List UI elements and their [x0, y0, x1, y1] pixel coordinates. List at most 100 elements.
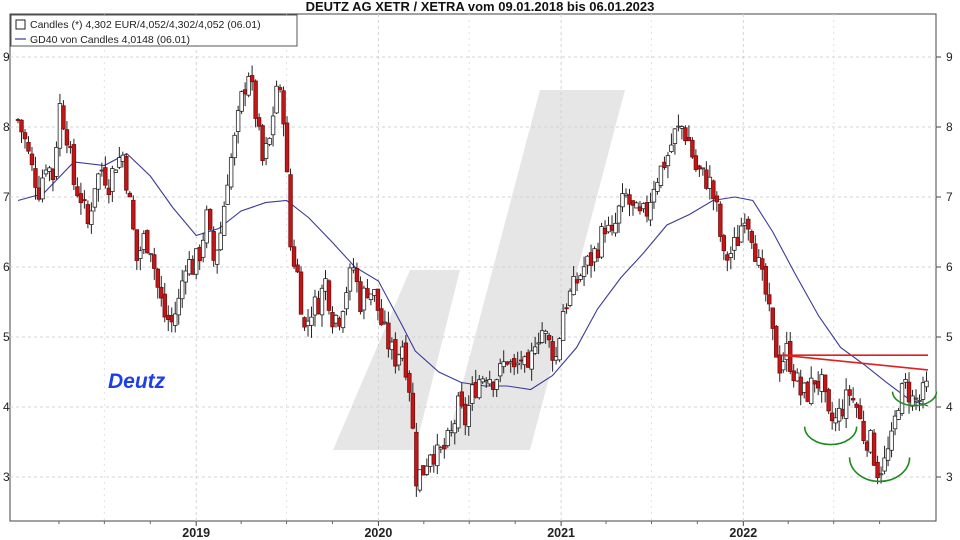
grid-lines: [10, 14, 936, 521]
candle-body-up: [480, 378, 485, 383]
candle: [228, 153, 234, 190]
candle-body-down: [777, 354, 782, 374]
candle: [214, 249, 220, 274]
candle-body-up: [57, 103, 63, 149]
candle: [200, 232, 206, 263]
candle-body-up: [494, 379, 499, 390]
candle-body-up: [424, 465, 430, 475]
candle: [822, 374, 828, 403]
candle: [634, 201, 639, 209]
candle: [190, 255, 195, 275]
candle: [43, 164, 49, 177]
candle-body-down: [861, 420, 866, 441]
candle: [358, 276, 363, 315]
candle-body-down: [33, 168, 38, 188]
candle-body-up: [742, 222, 748, 226]
candle: [260, 124, 265, 166]
candle-body-down: [295, 264, 300, 273]
candle: [767, 282, 772, 312]
candle: [166, 305, 171, 332]
candle-body-up: [739, 225, 744, 243]
candle: [892, 410, 898, 436]
candle: [802, 382, 807, 399]
candle: [882, 445, 887, 475]
candle-body-up: [221, 205, 227, 236]
candle: [651, 180, 657, 209]
candle-body-up: [187, 259, 192, 275]
candle: [672, 128, 678, 155]
candle-body-up: [487, 379, 492, 385]
candle: [665, 152, 671, 179]
candle-body-up: [141, 233, 146, 250]
candle: [574, 272, 580, 292]
candle-body-down: [609, 224, 615, 231]
candle-body-down: [798, 376, 803, 396]
candle-body-up: [452, 423, 457, 434]
candle: [50, 168, 56, 192]
candle: [735, 224, 741, 246]
candle: [718, 201, 723, 242]
candle-body-up: [623, 193, 629, 197]
candle: [407, 370, 412, 402]
candle: [616, 204, 622, 233]
candle-body-up: [361, 287, 367, 311]
x-axis: 2019 2020 2021 2022: [58, 521, 881, 540]
candle: [763, 263, 768, 302]
candle: [721, 233, 727, 261]
legend: Candles (*) 4,302 EUR/4,052/4,302/4,052 …: [10, 14, 298, 47]
candle: [704, 161, 709, 190]
candle-body-down: [145, 230, 150, 254]
candle: [808, 366, 814, 406]
candle-body-up: [501, 361, 506, 368]
candle-body-up: [889, 430, 894, 451]
candle: [732, 227, 737, 260]
candle: [599, 222, 604, 260]
candle: [466, 395, 471, 436]
candle-body-down: [637, 206, 643, 212]
candle-body-up: [263, 143, 269, 159]
candle: [131, 195, 136, 231]
candle: [588, 244, 594, 278]
candle: [333, 314, 339, 328]
candle: [354, 262, 360, 293]
candle: [424, 458, 430, 476]
y-axis-right: 3 4 5 6 7 8 9: [936, 50, 953, 484]
candle: [557, 337, 562, 363]
y-tick-left-9: 9: [3, 50, 10, 64]
candle: [428, 453, 433, 473]
candle: [372, 289, 377, 302]
candle: [917, 394, 922, 412]
candle: [581, 256, 587, 287]
candle: [183, 265, 188, 295]
candle-body-down: [298, 271, 304, 315]
candle: [211, 226, 216, 267]
candle: [868, 429, 873, 455]
candle-body-up: [676, 125, 681, 128]
candle-body-up: [613, 222, 618, 234]
candle: [875, 455, 880, 485]
candle-body-up: [802, 382, 807, 393]
candle-body-down: [630, 200, 636, 206]
candle-body-up: [658, 165, 664, 186]
candle-body-down: [518, 359, 524, 362]
x-tick-2021: 2021: [547, 526, 575, 540]
candle-body-up: [267, 137, 272, 145]
candle: [498, 358, 503, 383]
candle: [728, 246, 734, 270]
candle: [15, 118, 21, 124]
candle: [281, 86, 286, 137]
candle: [924, 371, 929, 392]
candle-body-down: [854, 403, 859, 408]
candle-body-down: [256, 117, 262, 127]
candle: [826, 387, 831, 415]
candle: [896, 408, 901, 421]
candle-body-down: [697, 165, 702, 170]
candle: [120, 151, 126, 168]
candle-body-down: [393, 339, 398, 367]
candle-body-up: [92, 188, 98, 208]
candle: [889, 422, 894, 458]
candle-body-down: [291, 246, 297, 267]
y-tick-left-8: 8: [3, 120, 10, 134]
candle: [686, 125, 692, 142]
